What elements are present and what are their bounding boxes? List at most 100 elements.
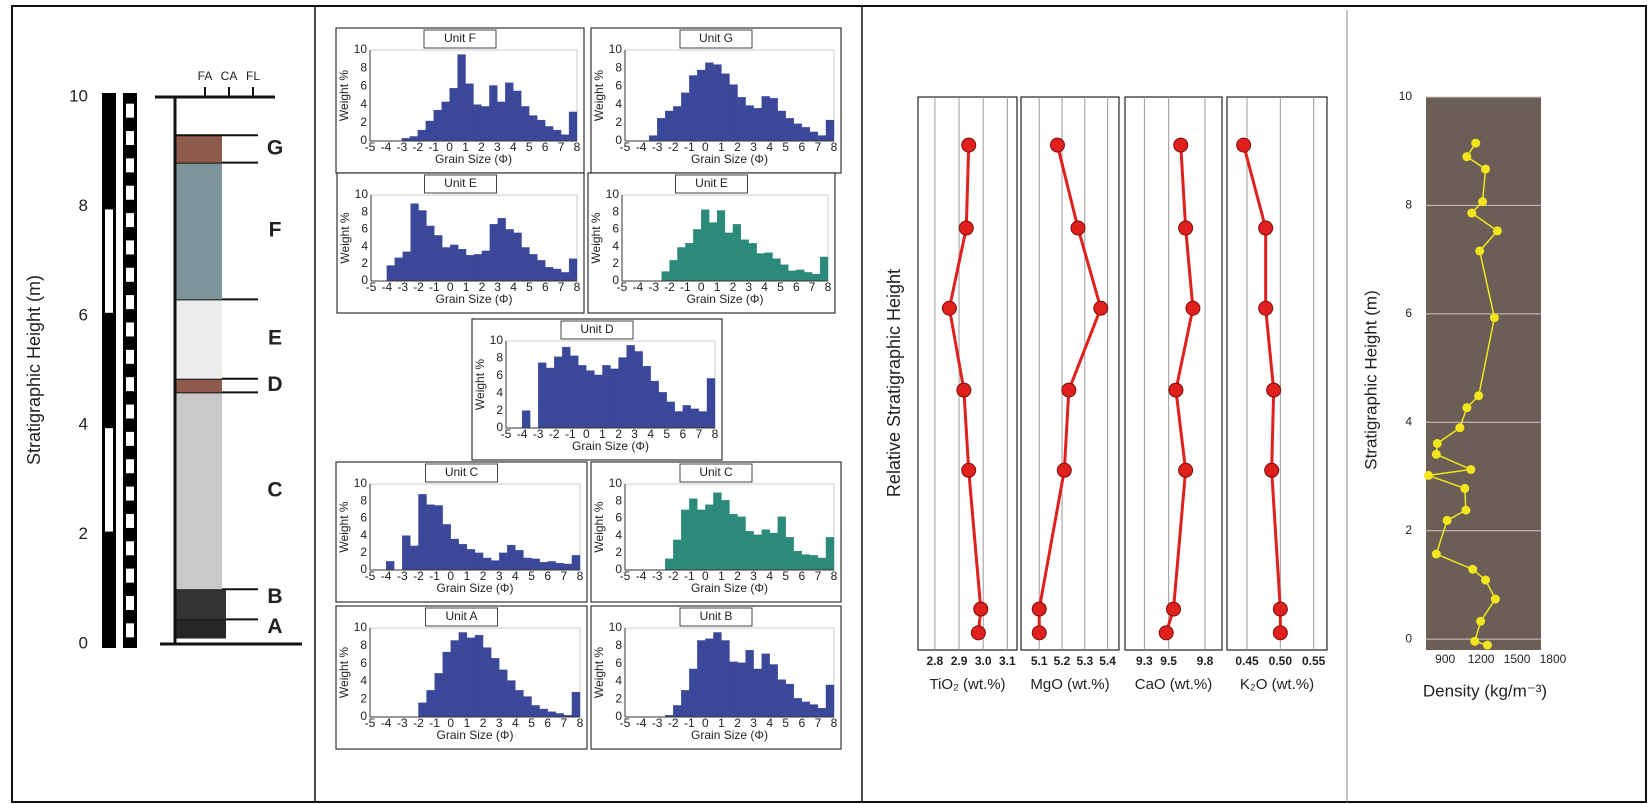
y-tick-label: 0 <box>360 562 367 576</box>
bar <box>764 252 773 282</box>
y-tick-label: 0 <box>615 133 622 147</box>
density-point <box>1431 449 1441 459</box>
bar <box>426 504 435 571</box>
bar <box>745 105 754 142</box>
x-tick-label: 1 <box>464 716 471 730</box>
histogram-title: Unit A <box>445 609 477 623</box>
x-tick-label: -5 <box>620 569 631 583</box>
x-tick-label: -4 <box>517 427 528 441</box>
bar <box>642 366 651 429</box>
bar <box>562 346 571 429</box>
bar <box>761 96 770 142</box>
profile-point <box>1178 462 1194 478</box>
bar <box>666 401 675 429</box>
profile-point <box>1093 300 1109 316</box>
density-point <box>1489 313 1499 323</box>
bar <box>737 97 746 142</box>
bar <box>474 552 484 571</box>
bar <box>665 110 674 142</box>
bar <box>748 243 757 282</box>
scale-bar-segment <box>126 185 134 200</box>
x-tick-label: 3 <box>750 716 757 730</box>
x-tick-label: 7 <box>815 140 822 154</box>
y-tick-label: 10 <box>354 476 368 490</box>
x-tick-label: 3 <box>496 716 503 730</box>
bar <box>497 101 506 142</box>
x-tick-label: -2 <box>413 569 424 583</box>
bar <box>570 355 579 429</box>
x-tick-label: 6 <box>680 427 687 441</box>
bar <box>793 550 802 571</box>
x-tick-label: 0 <box>702 716 709 730</box>
bar <box>769 532 778 571</box>
bar <box>545 267 554 282</box>
density-point <box>1470 636 1480 646</box>
density-point <box>1474 391 1484 401</box>
x-axis-label: Grain Size (Φ) <box>691 152 768 166</box>
x-tick-label: 5 <box>526 280 533 294</box>
x-tick-label: 9.5 <box>1160 654 1177 668</box>
x-tick-label: -4 <box>633 280 644 294</box>
bar <box>434 235 443 282</box>
x-tick-label: 4 <box>512 569 519 583</box>
y-tick-label: 2 <box>496 403 503 417</box>
bar <box>745 650 754 718</box>
x-tick-label: -2 <box>412 140 423 154</box>
bar <box>745 531 754 571</box>
bar <box>674 411 683 429</box>
x-tick-label: 6 <box>799 569 806 583</box>
y-tick-label: 4 <box>496 385 503 399</box>
bar <box>780 264 789 282</box>
x-axis-label: TiO₂ (wt.%) <box>929 676 1005 693</box>
density-point <box>1423 470 1433 480</box>
y-tick-label: 4 <box>615 528 622 542</box>
x-tick-label: -2 <box>549 427 560 441</box>
bar <box>513 90 522 142</box>
y-tick-label: 8 <box>360 638 367 652</box>
x-tick-label: 2 <box>480 716 487 730</box>
bar <box>690 408 700 429</box>
unit-layer <box>176 378 222 393</box>
x-tick-label: 9.8 <box>1197 654 1214 668</box>
x-tick-label: 900 <box>1435 652 1455 666</box>
bar <box>458 632 468 718</box>
x-tick-label: 5 <box>782 716 789 730</box>
grain-size-label: CA <box>221 69 238 83</box>
x-tick-label: -4 <box>636 716 647 730</box>
bar <box>394 257 403 282</box>
x-tick-label: 3 <box>631 427 638 441</box>
bar <box>801 127 811 142</box>
bar <box>801 554 811 571</box>
bar <box>697 640 706 718</box>
bar <box>801 701 811 718</box>
x-tick-label: -3 <box>397 140 408 154</box>
y-axis-label: Relative Stratigraphic Height <box>884 269 904 497</box>
unit-label: A <box>267 615 282 638</box>
x-tick-label: 4 <box>512 716 519 730</box>
unit-layer <box>176 392 222 590</box>
density-point <box>1471 138 1481 148</box>
x-tick-label: 5 <box>782 140 789 154</box>
x-tick-label: 6 <box>799 716 806 730</box>
bar <box>689 668 698 718</box>
density-point <box>1478 197 1488 207</box>
x-tick-label: 3 <box>494 140 501 154</box>
x-axis-label: Grain Size (Φ) <box>437 581 514 595</box>
y-tick-label: 8 <box>361 204 368 218</box>
bar <box>513 232 522 282</box>
x-tick-label: 4 <box>510 140 517 154</box>
bar <box>706 378 716 429</box>
bar <box>515 690 524 718</box>
x-tick-label: -4 <box>381 716 392 730</box>
x-tick-label: -2 <box>668 716 679 730</box>
x-tick-label: 5 <box>528 716 535 730</box>
x-tick-label: -3 <box>648 280 659 294</box>
x-tick-label: 7 <box>561 716 568 730</box>
bar <box>729 661 738 718</box>
x-tick-label: 0 <box>447 716 454 730</box>
x-axis-label: Grain Size (Φ) <box>572 439 649 453</box>
density-point <box>1431 549 1441 559</box>
y-tick-label: 8 <box>79 196 88 215</box>
bar <box>785 118 794 142</box>
x-tick-label: -1 <box>684 140 695 154</box>
